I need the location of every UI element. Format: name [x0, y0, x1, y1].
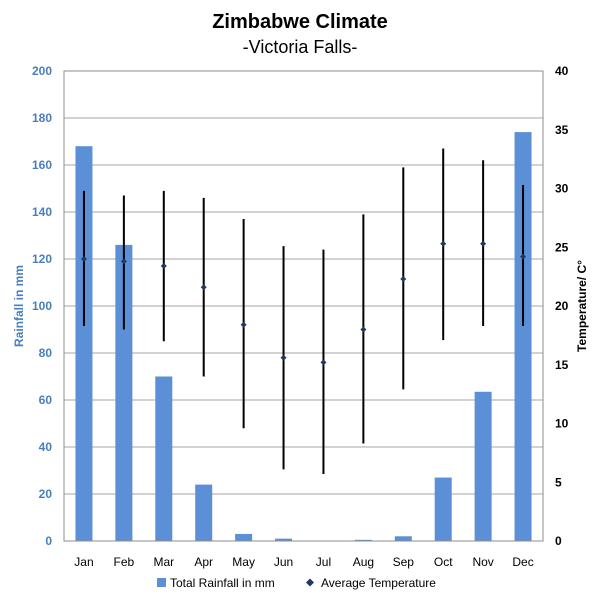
left-tick-label: 120 [32, 252, 52, 266]
temperature-point [480, 240, 487, 247]
left-axis-label: Rainfall in mm [12, 265, 26, 347]
plot-frame [63, 70, 544, 542]
temperature-point [520, 253, 527, 260]
left-tick-label: 20 [39, 487, 53, 501]
x-tick-label: Apr [194, 555, 213, 569]
temperature-points [80, 240, 527, 366]
temperature-point [200, 284, 207, 291]
left-tick-label: 200 [32, 64, 52, 78]
right-tick-label: 20 [555, 299, 569, 313]
rainfall-bar [434, 477, 452, 541]
rainfall-bar [235, 533, 253, 541]
left-tick-label: 60 [39, 393, 53, 407]
temperature-point [440, 240, 447, 247]
rainfall-bar [354, 539, 372, 541]
right-tick-label: 5 [555, 475, 562, 489]
temperature-point [320, 359, 327, 366]
x-tick-label: Aug [353, 555, 374, 569]
right-tick-label: 15 [555, 358, 569, 372]
x-axis-ticks: Jan Feb Mar Apr May Jun Jul Aug Sep Oct Nov Dec [74, 555, 533, 569]
left-axis-ticks: 0 20 40 60 80 100 120 140 160 180 200 [32, 64, 52, 548]
legend-rainfall-label: Total Rainfall in mm [170, 576, 275, 590]
left-tick-label: 180 [32, 111, 52, 125]
rainfall-bar [155, 376, 173, 541]
legend: Total Rainfall in mm Average Temperature [157, 576, 436, 590]
right-tick-label: 35 [555, 123, 569, 137]
legend-rainfall-swatch [157, 578, 166, 587]
temperature-ranges [82, 148, 525, 475]
x-tick-label: Feb [114, 555, 135, 569]
rainfall-bar [394, 536, 412, 541]
temperature-point [360, 326, 367, 333]
rainfall-bars [75, 132, 532, 541]
temperature-point [80, 256, 87, 262]
right-tick-label: 25 [555, 240, 569, 254]
left-tick-label: 100 [32, 299, 52, 313]
right-tick-label: 0 [555, 534, 562, 548]
temperature-point [160, 263, 167, 270]
left-tick-label: 40 [39, 440, 53, 454]
x-tick-label: Oct [434, 555, 453, 569]
right-axis-label: Temperature/ C° [575, 260, 589, 352]
x-tick-label: Jan [74, 555, 93, 569]
x-tick-label: May [232, 555, 255, 569]
right-tick-label: 40 [555, 64, 569, 78]
rainfall-bar [275, 538, 293, 541]
left-tick-label: 160 [32, 158, 52, 172]
legend-temperature-label: Average Temperature [321, 576, 436, 590]
rainfall-bar [474, 391, 492, 541]
rainfall-bar [514, 132, 532, 541]
temperature-point [280, 354, 287, 361]
x-tick-label: Jul [316, 555, 331, 569]
gridlines [64, 70, 543, 495]
temperature-point [400, 275, 407, 282]
rainfall-bar [75, 146, 93, 541]
legend-temperature-marker [306, 578, 314, 587]
x-tick-label: Mar [153, 555, 174, 569]
temperature-point [120, 258, 127, 265]
x-tick-label: Nov [472, 555, 493, 569]
left-tick-label: 80 [39, 346, 53, 360]
rainfall-bar [115, 244, 133, 541]
right-tick-label: 10 [555, 417, 569, 431]
x-tick-label: Jun [274, 555, 293, 569]
left-tick-label: 140 [32, 205, 52, 219]
x-tick-label: Sep [393, 555, 415, 569]
right-axis-ticks: 0 5 10 15 20 25 30 35 40 [555, 64, 569, 548]
chart-title: Zimbabwe Climate [212, 11, 388, 33]
temperature-point [240, 321, 247, 328]
right-tick-label: 30 [555, 182, 569, 196]
chart-subtitle: -Victoria Falls- [243, 37, 358, 57]
x-tick-label: Dec [512, 555, 533, 569]
rainfall-bar [195, 484, 213, 541]
left-tick-label: 0 [45, 534, 52, 548]
